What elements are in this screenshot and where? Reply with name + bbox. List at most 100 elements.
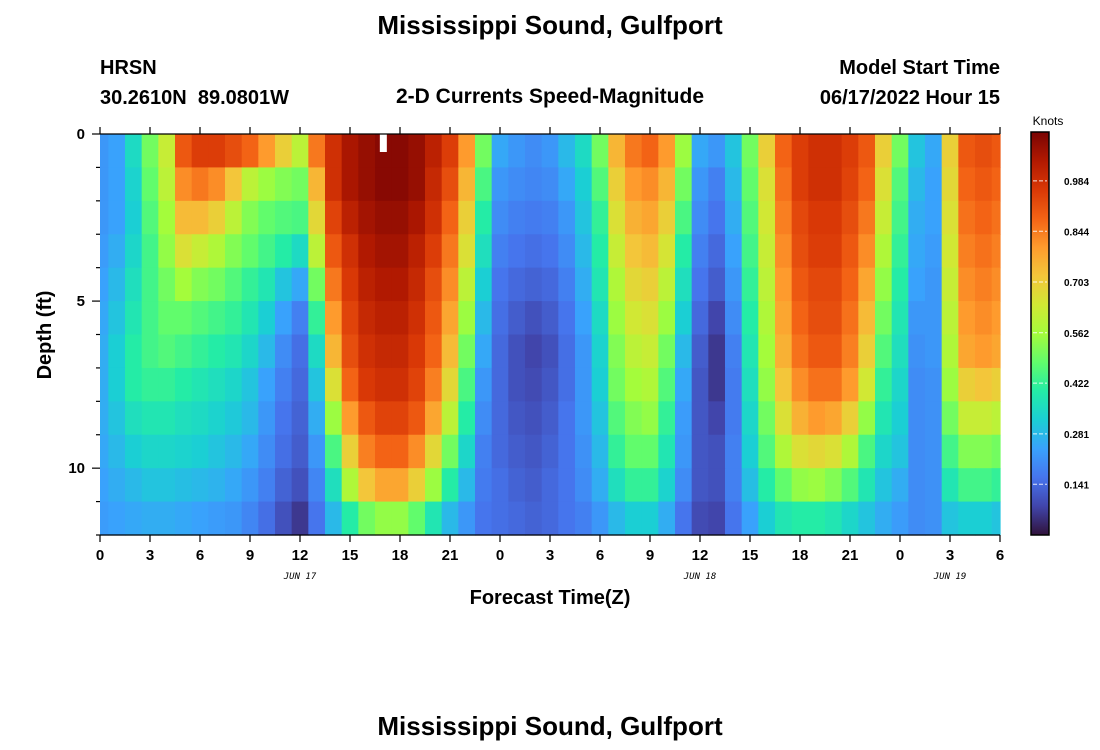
heatmap-cell [141, 134, 159, 169]
heatmap-cell [425, 468, 443, 503]
heatmap-cell [658, 434, 676, 469]
heatmap-cell [575, 267, 593, 302]
heatmap-cell [841, 267, 859, 302]
heatmap-cell [225, 367, 243, 402]
heatmap-cell [458, 200, 476, 235]
heatmap-cell [175, 301, 193, 336]
heatmap-cell [941, 468, 959, 503]
heatmap-cell [308, 134, 326, 169]
heatmap-cell [491, 134, 509, 169]
heatmap-cell [391, 134, 409, 169]
heatmap-cell [941, 134, 959, 169]
heatmap-cell [125, 468, 143, 503]
heatmap-cell [525, 401, 543, 436]
heatmap-cell [541, 334, 559, 369]
heatmap-cell [775, 434, 793, 469]
heatmap-cell [591, 167, 609, 202]
heatmap-cell [758, 267, 776, 302]
heatmap-cell [891, 167, 909, 202]
y-tick-label: 10 [68, 460, 85, 477]
heatmap-cell [875, 334, 893, 369]
heatmap-cell [808, 501, 826, 536]
heatmap-cell [808, 267, 826, 302]
heatmap-cell [341, 301, 359, 336]
heatmap-cell [275, 434, 293, 469]
station-id: HRSN [100, 57, 157, 79]
heatmap-cell [291, 134, 309, 169]
heatmap-cell [525, 367, 543, 402]
heatmap-cell [308, 234, 326, 269]
heatmap-cell [191, 501, 209, 536]
heatmap-cell [991, 501, 1001, 536]
heatmap-cell [441, 200, 459, 235]
heatmap-cell [158, 200, 176, 235]
heatmap-cell [658, 267, 676, 302]
heatmap-cell [975, 401, 993, 436]
heatmap-cell [975, 267, 993, 302]
heatmap-cell [675, 401, 693, 436]
heatmap-cell [758, 200, 776, 235]
heatmap-cell [608, 468, 626, 503]
heatmap-cell [441, 267, 459, 302]
heatmap-cell [925, 234, 943, 269]
heatmap-cell [441, 234, 459, 269]
heatmap-cell [891, 367, 909, 402]
heatmap-cell [575, 367, 593, 402]
heatmap-cell [875, 401, 893, 436]
heatmap-cell [375, 468, 393, 503]
heatmap-cell [625, 501, 643, 536]
heatmap-cell [925, 401, 943, 436]
heatmap-cell [258, 200, 276, 235]
heatmap-cell [458, 267, 476, 302]
heatmap-cell [208, 301, 226, 336]
heatmap-cell [841, 167, 859, 202]
heatmap-cell [841, 468, 859, 503]
heatmap-cell [125, 501, 143, 536]
heatmap-cell [958, 234, 976, 269]
y-axis-label: Depth (ft) [34, 291, 56, 380]
heatmap-cell [108, 434, 126, 469]
heatmap-cell [491, 234, 509, 269]
heatmap-cell [541, 434, 559, 469]
heatmap-cell [641, 468, 659, 503]
heatmap-cell [858, 234, 876, 269]
heatmap-cell [275, 334, 293, 369]
heatmap-cell [100, 401, 109, 436]
heatmap-cell [425, 334, 443, 369]
heatmap-cell [491, 468, 509, 503]
heatmap-cell [675, 301, 693, 336]
heatmap-cell [591, 234, 609, 269]
heatmap-cell [908, 468, 926, 503]
heatmap-cell [508, 367, 526, 402]
heatmap-cell [325, 501, 343, 536]
heatmap-cell [825, 501, 843, 536]
heatmap-cell [358, 301, 376, 336]
heatmap-cell [608, 501, 626, 536]
heatmap-cell [808, 134, 826, 169]
heatmap-cell [941, 367, 959, 402]
heatmap-cell [741, 501, 759, 536]
heatmap-cell [491, 167, 509, 202]
heatmap-cell [758, 334, 776, 369]
heatmap-cell [458, 234, 476, 269]
heatmap-cell [558, 267, 576, 302]
heatmap-cell [691, 234, 709, 269]
heatmap-cell [825, 401, 843, 436]
heatmap-cell [258, 367, 276, 402]
colorbar-tick-label: 0.703 [1064, 278, 1089, 289]
heatmap-cell [991, 367, 1001, 402]
heatmap-cell [908, 401, 926, 436]
heatmap-cell [508, 401, 526, 436]
heatmap-cell [308, 367, 326, 402]
heatmap-cell [291, 468, 309, 503]
heatmap-cell [125, 134, 143, 169]
heatmap-cell [791, 134, 809, 169]
heatmap-cell [741, 434, 759, 469]
heatmap-cell [525, 167, 543, 202]
heatmap-cell [191, 401, 209, 436]
heatmap-cell [441, 468, 459, 503]
heatmap-cell [858, 434, 876, 469]
heatmap-cell [541, 234, 559, 269]
heatmap-cell [891, 434, 909, 469]
heatmap-cell [100, 367, 109, 402]
